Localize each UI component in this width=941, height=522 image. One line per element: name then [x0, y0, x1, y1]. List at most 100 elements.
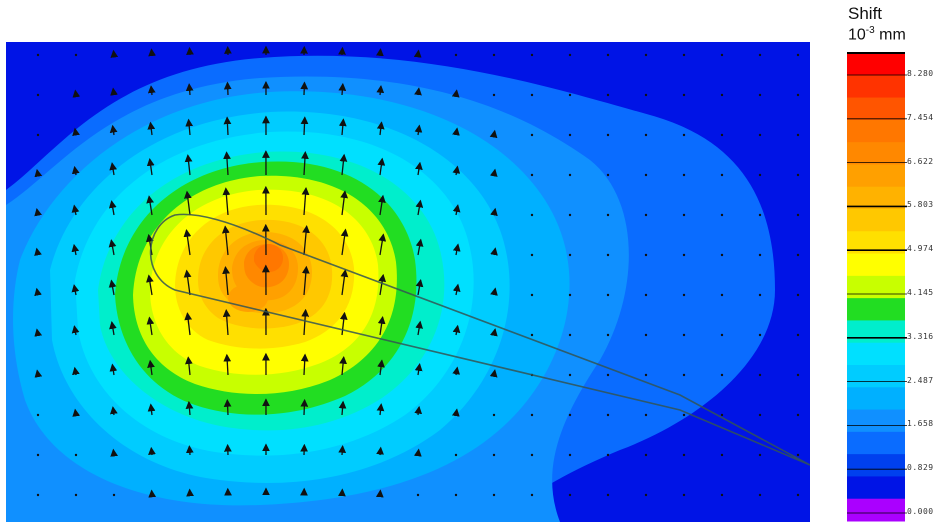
vector-arrow — [720, 173, 724, 177]
vector-arrow — [682, 213, 686, 217]
vector-arrow — [452, 165, 461, 176]
vector-arrow — [720, 453, 724, 457]
vector-arrow — [490, 247, 498, 256]
vector-arrow — [36, 453, 40, 457]
vector-arrow — [148, 446, 156, 456]
vector-arrow — [301, 186, 310, 216]
vector-arrow — [568, 413, 572, 417]
vector-arrow — [223, 81, 232, 96]
vector-arrow — [568, 453, 572, 457]
vector-arrow — [454, 453, 458, 457]
vector-arrow — [222, 187, 231, 216]
vector-arrow — [530, 53, 534, 57]
vector-arrow — [644, 493, 648, 497]
vector-arrow — [71, 284, 80, 296]
vector-arrow — [796, 453, 800, 457]
vector-arrow — [339, 153, 348, 176]
vector-arrow — [530, 453, 534, 457]
vector-arrow — [34, 369, 43, 378]
vector-arrow — [796, 413, 800, 417]
colorbar-swatch — [847, 164, 905, 188]
vector-arrow — [682, 453, 686, 457]
vector-arrow — [606, 173, 610, 177]
vector-arrow — [490, 328, 498, 337]
vector-arrow — [223, 151, 231, 176]
vector-arrow — [36, 133, 40, 137]
vector-arrow — [720, 133, 724, 137]
vector-arrow — [451, 89, 460, 98]
vector-arrow — [223, 399, 232, 416]
vector-arrow — [72, 366, 80, 376]
colorbar-tick-label: 3.316 — [907, 331, 934, 341]
vector-arrow — [74, 453, 78, 457]
vector-arrow — [376, 84, 385, 96]
vector-arrow — [796, 173, 800, 177]
vector-arrow — [682, 413, 686, 417]
vector-arrow — [340, 228, 349, 256]
vector-arrow — [796, 133, 800, 137]
vector-arrow — [568, 293, 572, 297]
vector-arrow — [489, 168, 498, 177]
vector-arrow — [221, 225, 230, 256]
colorbar-tick-label: 4.145 — [907, 288, 934, 297]
vector-arrow — [108, 239, 117, 256]
vector-arrow — [415, 278, 424, 296]
colorbar-swatch — [847, 454, 905, 477]
vector-arrow — [489, 369, 498, 378]
vector-arrow — [378, 233, 387, 256]
vector-arrow — [146, 274, 154, 296]
colorbar-tick-label: 8.280 — [907, 69, 934, 78]
colorbar-swatch — [847, 53, 905, 76]
vector-arrow — [644, 133, 648, 137]
vector-arrow — [222, 309, 231, 336]
vector-arrow — [71, 243, 80, 256]
vector-arrow — [109, 321, 117, 336]
vector-arrow — [454, 493, 458, 497]
vector-arrow — [413, 448, 422, 457]
vector-arrow — [146, 195, 154, 216]
vector-arrow — [796, 493, 800, 497]
vector-arrow — [376, 121, 385, 136]
vector-arrow — [302, 225, 310, 256]
vector-arrow — [644, 293, 648, 297]
vector-arrow — [720, 373, 724, 377]
vector-arrow — [568, 253, 572, 257]
colorbar-tick-label: 2.487 — [907, 375, 934, 385]
vector-arrow — [682, 373, 686, 377]
colorbar-swatch — [847, 275, 905, 299]
vector-arrow — [568, 93, 572, 97]
vector-arrow — [415, 161, 423, 176]
vector-arrow — [606, 93, 610, 97]
vector-arrow — [414, 363, 423, 376]
vector-arrow — [415, 199, 424, 216]
vector-arrow — [644, 373, 648, 377]
vector-arrow — [796, 213, 800, 217]
colorbar-swatch — [847, 409, 905, 433]
vector-arrow — [301, 308, 310, 336]
colorbar-tick-label: 0.000 — [907, 507, 934, 516]
vector-arrow — [451, 408, 460, 417]
vector-arrow — [183, 228, 192, 256]
vector-arrow — [378, 273, 387, 296]
contour-band — [254, 244, 283, 272]
vector-arrow — [606, 373, 610, 377]
vector-arrow — [758, 453, 762, 457]
vector-arrow — [71, 204, 80, 216]
vector-arrow — [720, 493, 724, 497]
colorbar-swatch — [847, 320, 905, 344]
vector-arrow — [758, 133, 762, 137]
vector-arrow — [530, 413, 534, 417]
vector-arrow — [376, 48, 384, 57]
colorbar-swatch — [847, 231, 905, 255]
vector-arrow — [530, 93, 534, 97]
vector-arrow — [644, 453, 648, 457]
vector-arrow — [644, 413, 648, 417]
vector-arrow — [452, 204, 461, 216]
vector-arrow — [606, 293, 610, 297]
colorbar — [847, 52, 907, 522]
vector-arrow — [454, 53, 458, 57]
vector-arrow — [34, 287, 42, 297]
vector-arrow — [606, 253, 610, 257]
vector-arrow — [720, 213, 724, 217]
vector-arrow — [452, 243, 461, 256]
